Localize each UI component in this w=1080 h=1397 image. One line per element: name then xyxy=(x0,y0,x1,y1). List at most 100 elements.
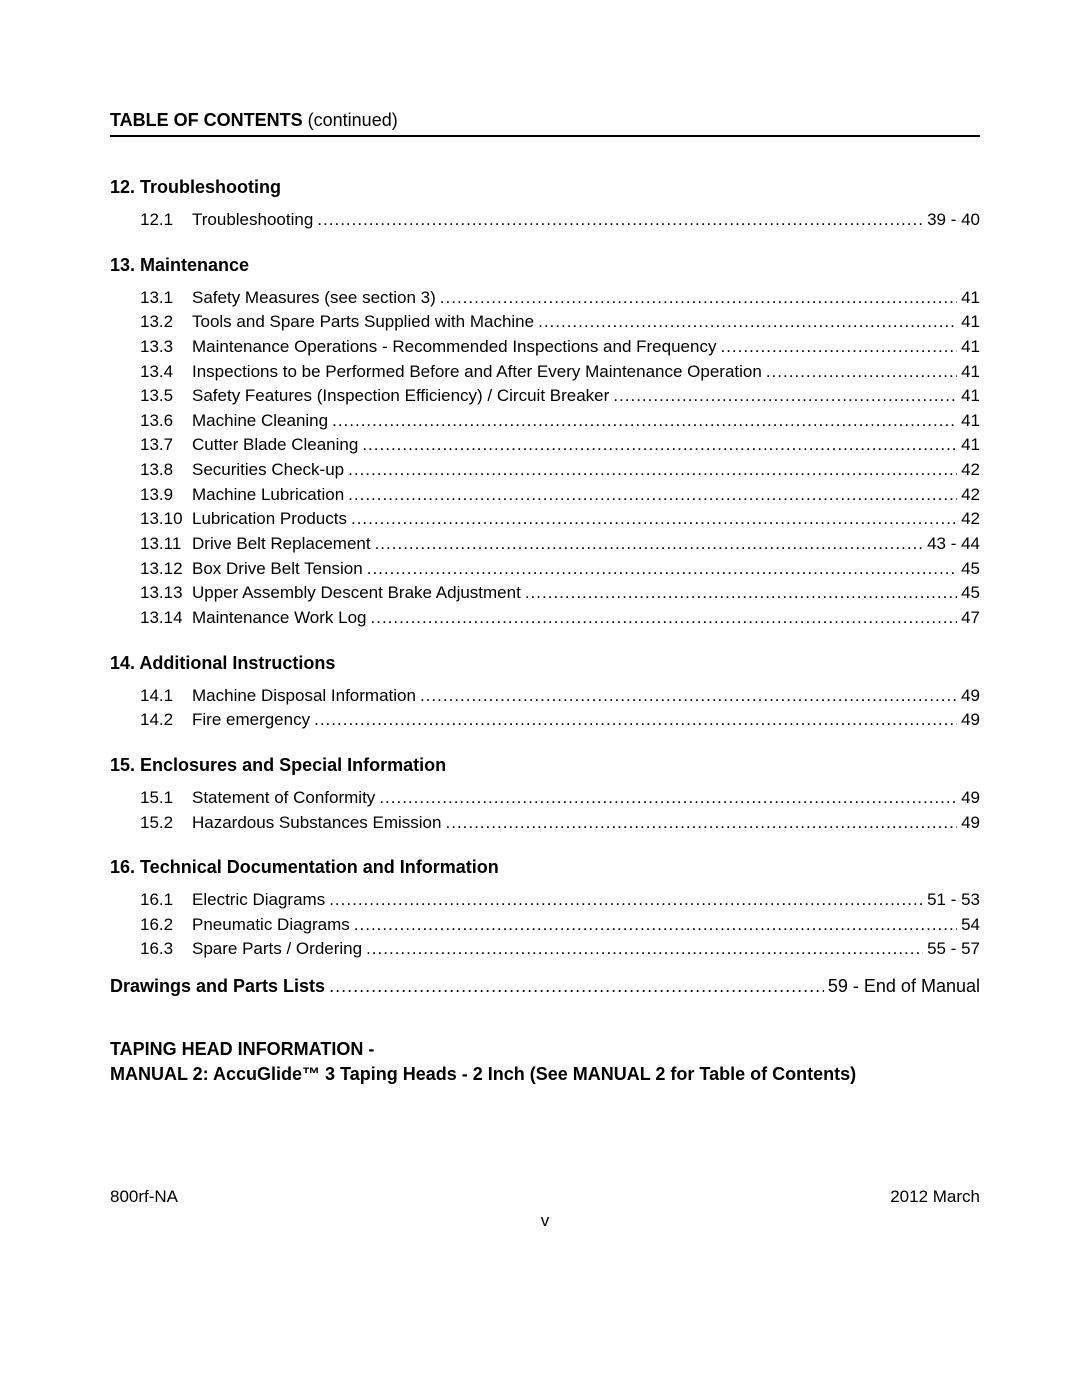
toc-row: 13.9Machine Lubrication42 xyxy=(140,483,980,508)
toc-item-label: Maintenance Operations - Recommended Ins… xyxy=(192,335,716,360)
toc-item-label: Fire emergency xyxy=(192,708,310,733)
leader-dots xyxy=(766,360,957,385)
toc-row: 13.4Inspections to be Performed Before a… xyxy=(140,360,980,385)
footer-left: 800rf-NA xyxy=(110,1187,178,1207)
toc-item-label: Machine Disposal Information xyxy=(192,684,416,709)
toc-item-number: 13.12 xyxy=(140,557,192,582)
toc-item-page: 41 xyxy=(961,286,980,311)
toc-section-title: 13. Maintenance xyxy=(110,255,980,276)
toc-sections: 12. Troubleshooting 12.1Troubleshooting 39… xyxy=(110,177,980,962)
toc-item-label: Electric Diagrams xyxy=(192,888,325,913)
toc-item-label: Maintenance Work Log xyxy=(192,606,367,631)
toc-row: 13.12Box Drive Belt Tension 45 xyxy=(140,557,980,582)
toc-item-number: 13.2 xyxy=(140,310,192,335)
toc-item-number: 15.1 xyxy=(140,786,192,811)
toc-item-label: Machine Lubrication xyxy=(192,483,344,508)
toc-row: 14.1Machine Disposal Information 49 xyxy=(140,684,980,709)
toc-item-label: Safety Features (Inspection Efficiency) … xyxy=(192,384,609,409)
toc-item-page: 41 xyxy=(961,384,980,409)
toc-item-number: 13.4 xyxy=(140,360,192,385)
toc-row: 12.1Troubleshooting 39 - 40 xyxy=(140,208,980,233)
toc-item-page: 45 xyxy=(961,557,980,582)
toc-item-label: Troubleshooting xyxy=(192,208,313,233)
leader-dots xyxy=(329,888,923,913)
toc-item-label: Machine Cleaning xyxy=(192,409,328,434)
toc-item-number: 13.10 xyxy=(140,507,192,532)
toc-item-number: 13.9 xyxy=(140,483,192,508)
toc-row: 16.3Spare Parts / Ordering55 - 57 xyxy=(140,937,980,962)
toc-item-page: 47 xyxy=(961,606,980,631)
footer-page-number: v xyxy=(110,1211,980,1231)
toc-header-continued: (continued) xyxy=(303,110,398,130)
toc-item-label: Spare Parts / Ordering xyxy=(192,937,362,962)
toc-row: 13.10Lubrication Products 42 xyxy=(140,507,980,532)
leader-dots xyxy=(613,384,957,409)
toc-item-number: 13.13 xyxy=(140,581,192,606)
taping-line-1: TAPING HEAD INFORMATION - xyxy=(110,1037,980,1062)
toc-item-label: Statement of Conformity xyxy=(192,786,375,811)
leader-dots xyxy=(354,913,957,938)
toc-item-block: 13.1Safety Measures (see section 3)4113.… xyxy=(140,286,980,631)
leader-dots xyxy=(379,786,957,811)
toc-item-number: 13.7 xyxy=(140,433,192,458)
drawings-label: Drawings and Parts Lists xyxy=(110,976,325,997)
toc-row: 14.2Fire emergency49 xyxy=(140,708,980,733)
toc-row: 13.8Securities Check-up42 xyxy=(140,458,980,483)
leader-dots xyxy=(371,606,958,631)
leader-dots xyxy=(366,937,923,962)
toc-row: 13.14Maintenance Work Log 47 xyxy=(140,606,980,631)
leader-dots xyxy=(375,532,923,557)
toc-item-page: 49 xyxy=(961,684,980,709)
toc-header-bold: TABLE OF CONTENTS xyxy=(110,110,303,130)
toc-section-title: 12. Troubleshooting xyxy=(110,177,980,198)
toc-row: 13.3Maintenance Operations - Recommended… xyxy=(140,335,980,360)
toc-item-number: 13.6 xyxy=(140,409,192,434)
footer-right: 2012 March xyxy=(890,1187,980,1207)
toc-item-page: 41 xyxy=(961,335,980,360)
leader-dots xyxy=(332,409,957,434)
toc-row: 13.1Safety Measures (see section 3) 41 xyxy=(140,286,980,311)
leader-dots xyxy=(720,335,957,360)
toc-item-page: 54 xyxy=(961,913,980,938)
leader-dots xyxy=(362,433,957,458)
toc-item-block: 12.1Troubleshooting 39 - 40 xyxy=(140,208,980,233)
toc-item-number: 14.2 xyxy=(140,708,192,733)
toc-row: 13.7Cutter Blade Cleaning 41 xyxy=(140,433,980,458)
toc-item-number: 13.1 xyxy=(140,286,192,311)
toc-item-page: 42 xyxy=(961,507,980,532)
toc-item-number: 13.11 xyxy=(140,532,192,557)
toc-item-number: 15.2 xyxy=(140,811,192,836)
toc-item-label: Lubrication Products xyxy=(192,507,347,532)
toc-item-page: 41 xyxy=(961,360,980,385)
toc-section-title: 15. Enclosures and Special Information xyxy=(110,755,980,776)
toc-item-number: 14.1 xyxy=(140,684,192,709)
toc-item-number: 13.3 xyxy=(140,335,192,360)
toc-item-label: Drive Belt Replacement xyxy=(192,532,371,557)
toc-item-label: Upper Assembly Descent Brake Adjustment xyxy=(192,581,521,606)
toc-row: 13.5Safety Features (Inspection Efficien… xyxy=(140,384,980,409)
leader-dots xyxy=(420,684,957,709)
leader-dots xyxy=(445,811,957,836)
toc-item-label: Safety Measures (see section 3) xyxy=(192,286,436,311)
toc-item-block: 16.1Electric Diagrams51 - 5316.2Pneumati… xyxy=(140,888,980,962)
toc-item-block: 14.1Machine Disposal Information4914.2Fi… xyxy=(140,684,980,733)
toc-item-page: 41 xyxy=(961,310,980,335)
toc-item-number: 12.1 xyxy=(140,208,192,233)
leader-dots xyxy=(348,458,957,483)
toc-item-label: Pneumatic Diagrams xyxy=(192,913,350,938)
toc-item-page: 39 - 40 xyxy=(927,208,980,233)
toc-item-page: 43 - 44 xyxy=(927,532,980,557)
toc-item-label: Cutter Blade Cleaning xyxy=(192,433,358,458)
toc-item-label: Box Drive Belt Tension xyxy=(192,557,363,582)
toc-item-number: 13.14 xyxy=(140,606,192,631)
toc-item-page: 55 - 57 xyxy=(927,937,980,962)
toc-section-title: 14. Additional Instructions xyxy=(110,653,980,674)
toc-item-label: Inspections to be Performed Before and A… xyxy=(192,360,762,385)
toc-section-title: 16. Technical Documentation and Informat… xyxy=(110,857,980,878)
toc-row: 15.1Statement of Conformity49 xyxy=(140,786,980,811)
toc-item-page: 51 - 53 xyxy=(927,888,980,913)
toc-row: 13.13Upper Assembly Descent Brake Adjust… xyxy=(140,581,980,606)
toc-item-page: 41 xyxy=(961,433,980,458)
leader-dots xyxy=(525,581,957,606)
page-footer: 800rf-NA 2012 March v xyxy=(110,1187,980,1207)
